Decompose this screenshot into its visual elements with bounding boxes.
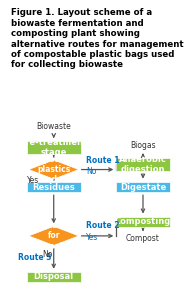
Text: Residues: Residues bbox=[32, 182, 75, 191]
FancyBboxPatch shape bbox=[27, 141, 81, 154]
Text: Route 3: Route 3 bbox=[18, 253, 52, 262]
Text: Pre-treatment
stage: Pre-treatment stage bbox=[20, 138, 88, 158]
FancyBboxPatch shape bbox=[116, 158, 170, 171]
FancyBboxPatch shape bbox=[116, 182, 170, 192]
Text: Biowaste: Biowaste bbox=[36, 122, 71, 131]
Text: Digestate: Digestate bbox=[120, 182, 166, 191]
Text: Yes: Yes bbox=[27, 176, 39, 185]
Text: No: No bbox=[42, 250, 53, 259]
Text: Yes: Yes bbox=[86, 233, 98, 242]
Text: Route 1: Route 1 bbox=[86, 156, 119, 165]
Text: Compostable
plastics
sorted out?: Compostable plastics sorted out? bbox=[25, 154, 82, 184]
Text: Route 2: Route 2 bbox=[86, 221, 119, 230]
FancyBboxPatch shape bbox=[27, 272, 81, 282]
FancyBboxPatch shape bbox=[27, 182, 81, 192]
Text: Biogas: Biogas bbox=[130, 141, 156, 150]
Text: Anaerobic
digestion: Anaerobic digestion bbox=[119, 154, 167, 174]
Text: Figure 1. Layout scheme of a biowaste fermentation and composting plant showing : Figure 1. Layout scheme of a biowaste fe… bbox=[11, 8, 183, 69]
Text: Compost: Compost bbox=[126, 234, 160, 243]
FancyBboxPatch shape bbox=[116, 217, 170, 227]
Text: Disposal: Disposal bbox=[34, 272, 74, 281]
Text: No: No bbox=[86, 167, 96, 176]
Text: Composting: Composting bbox=[115, 218, 171, 226]
Polygon shape bbox=[29, 160, 79, 179]
Text: Suitable
for
composting?: Suitable for composting? bbox=[26, 221, 81, 251]
Polygon shape bbox=[29, 226, 79, 245]
